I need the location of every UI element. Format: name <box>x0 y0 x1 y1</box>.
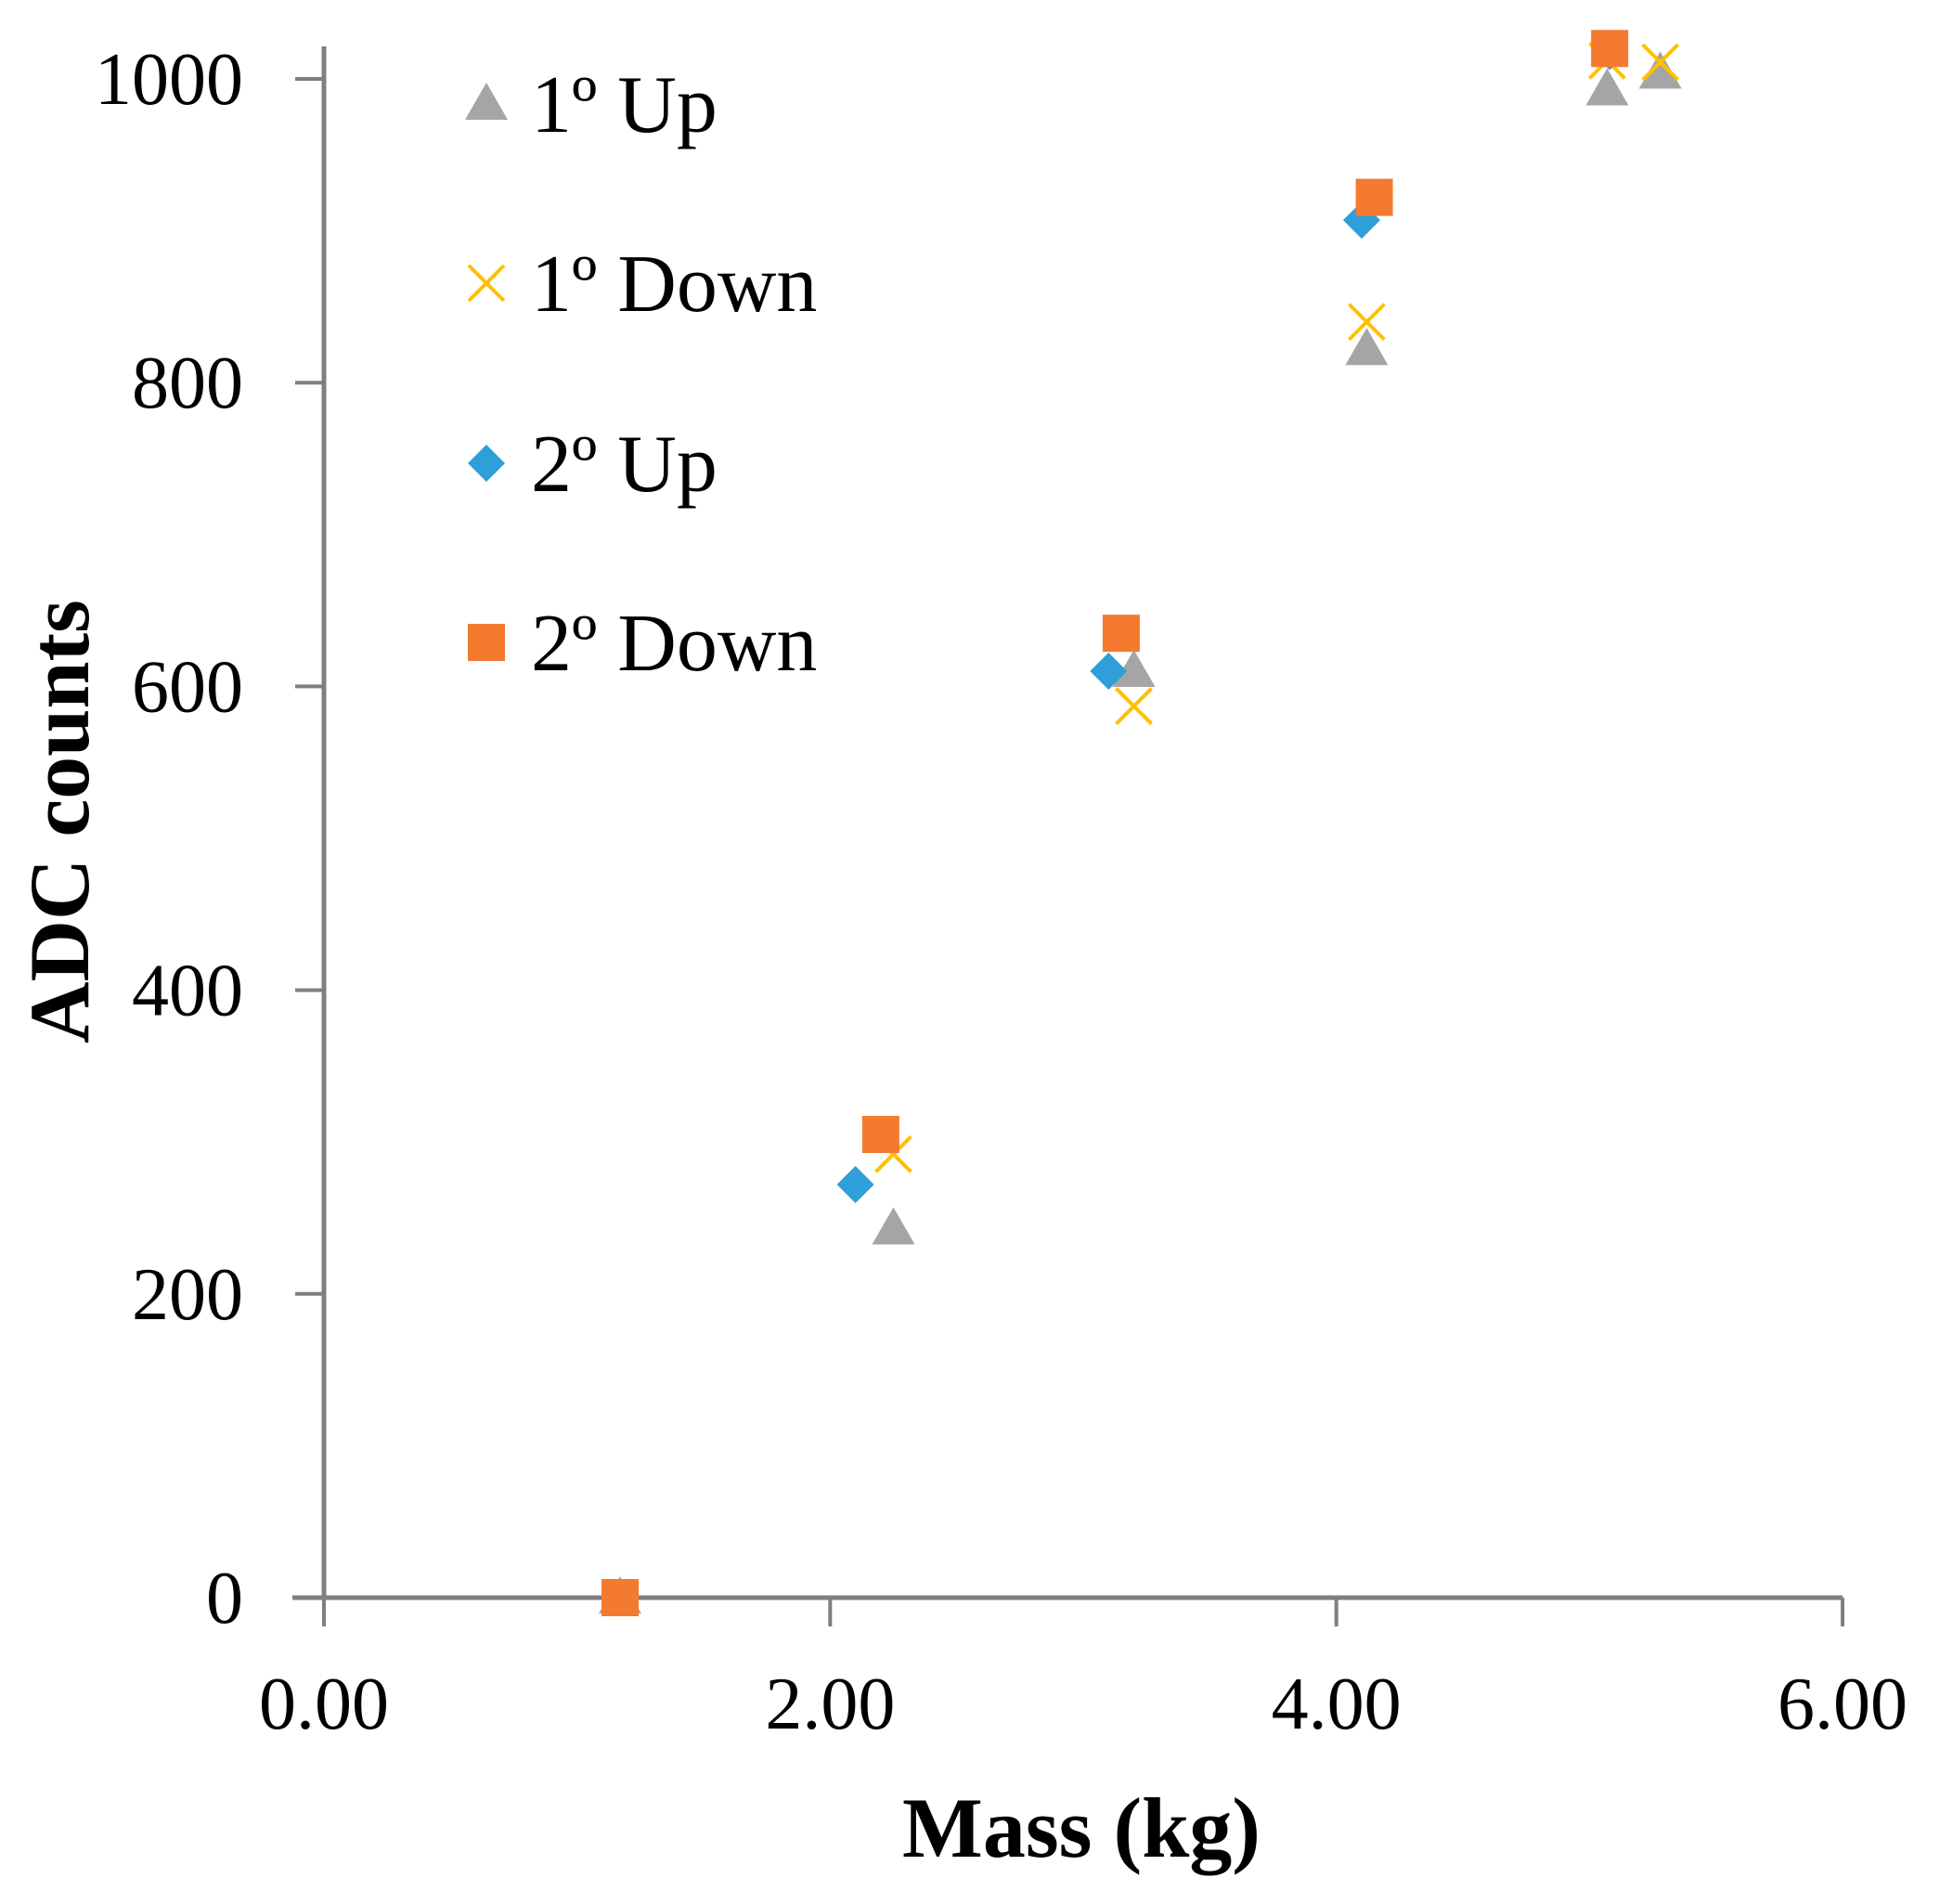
data-point-2-up <box>1090 653 1128 691</box>
x-axis-ticks: 0.00 2.00 4.00 6.00 <box>259 1598 1908 1745</box>
y-axis-title: ADC counts <box>12 600 107 1043</box>
data-point-1-down <box>1347 303 1386 342</box>
x-tick-label: 0.00 <box>259 1664 389 1745</box>
y-tick-label: 800 <box>132 343 243 424</box>
legend-item-2-up: 2º Up <box>468 420 718 510</box>
series-2-down <box>601 30 1629 1616</box>
legend-marker-1-down <box>467 264 506 303</box>
y-tick-label: 400 <box>132 951 243 1032</box>
legend-label: 2º Up <box>531 420 718 510</box>
data-point-1-down <box>1641 43 1680 82</box>
legend-marker-1-up <box>465 83 508 120</box>
y-tick-label: 0 <box>206 1558 243 1639</box>
legend-marker-2-down <box>468 624 505 661</box>
legend-label: 1º Down <box>531 240 817 330</box>
y-tick-label: 600 <box>132 646 243 728</box>
legend-label: 2º Down <box>531 599 817 689</box>
data-point-2-down <box>861 1116 899 1154</box>
x-axis-title: Mass (kg) <box>902 1781 1261 1875</box>
data-point-2-down <box>1591 30 1629 68</box>
y-axis-ticks: 0 200 400 600 800 1000 <box>95 39 324 1639</box>
y-tick-label: 1000 <box>95 39 243 121</box>
data-point-1-up <box>1638 51 1682 89</box>
data-series <box>599 30 1682 1617</box>
legend-marker-2-up <box>468 445 505 482</box>
data-point-1-up <box>1345 328 1389 366</box>
x-tick-label: 4.00 <box>1272 1664 1402 1745</box>
legend-item-2-down: 2º Down <box>468 599 817 689</box>
y-tick-label: 200 <box>132 1254 243 1336</box>
data-point-2-down <box>1355 178 1393 216</box>
legend-item-1-down: 1º Down <box>467 240 817 330</box>
data-point-1-up <box>1585 68 1629 106</box>
x-tick-label: 6.00 <box>1778 1664 1908 1745</box>
legend: 1º Up 1º Down 2º Up 2º Down <box>465 60 817 689</box>
x-tick-label: 2.00 <box>765 1664 895 1745</box>
data-point-1-down <box>1115 687 1153 726</box>
data-point-2-up <box>836 1166 874 1204</box>
data-point-2-down <box>601 1579 640 1616</box>
data-point-1-up <box>872 1207 915 1245</box>
data-point-2-down <box>1102 615 1140 653</box>
legend-item-1-up: 1º Up <box>465 60 718 150</box>
data-point-1-up <box>1112 650 1156 688</box>
legend-label: 1º Up <box>531 60 718 150</box>
